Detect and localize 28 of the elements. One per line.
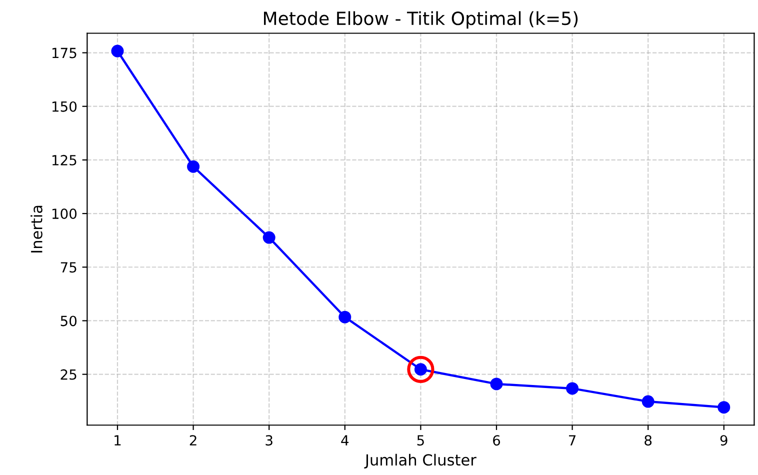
point (407, 356, 434, 383)
point (566, 382, 579, 395)
x-tick-label: 4 (341, 435, 349, 446)
x-tick-label: 3 (266, 435, 272, 446)
point (718, 401, 730, 414)
y-tick-label: 75 (60, 262, 76, 273)
point (262, 231, 276, 244)
x-tick-label: 5 (417, 435, 424, 446)
y-tick-label: 150 (52, 101, 77, 112)
y-tick-label: 50 (60, 316, 77, 326)
x-tick-label: 7 (569, 435, 576, 446)
y-tick-label: 25 (60, 369, 76, 380)
x-tick-label: 2 (190, 435, 196, 446)
x-tick-label: 6 (493, 435, 500, 446)
x-tick-label: 9 (720, 435, 728, 446)
point (490, 378, 503, 390)
point (187, 160, 200, 173)
chart-title: Metode Elbow - Titik Optimal (k=5) (264, 11, 578, 29)
x-axis-title: Jumlah Cluster (364, 454, 476, 469)
y-tick-label: 100 (52, 208, 77, 220)
y-tick-label: 125 (52, 154, 76, 166)
point (642, 395, 654, 408)
point (338, 310, 352, 324)
x-tick-label: 1 (114, 435, 121, 446)
point (111, 44, 124, 58)
y-tick-label: 175 (52, 48, 76, 58)
x-tick-label: 8 (644, 435, 652, 446)
y-axis-title: Inertia (30, 206, 42, 252)
